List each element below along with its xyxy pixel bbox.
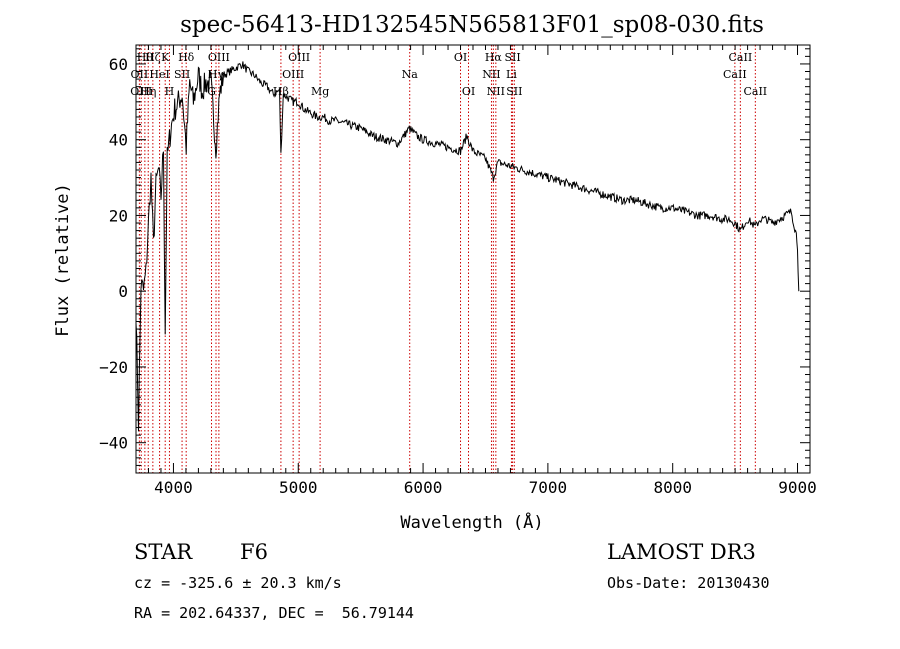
line-marker-label: NII bbox=[487, 85, 505, 98]
line-marker-label: OI bbox=[462, 85, 475, 98]
y-tick-label: 20 bbox=[109, 206, 128, 225]
x-tick-label: 6000 bbox=[404, 478, 443, 497]
plot-frame bbox=[135, 44, 811, 474]
line-marker-label: NII bbox=[482, 68, 500, 81]
coordinates: RA = 202.64337, DEC = 56.79144 bbox=[134, 604, 414, 622]
line-marker-label: Hη bbox=[140, 85, 156, 98]
line-marker-label: HeI bbox=[149, 68, 169, 81]
spectrum-line bbox=[135, 61, 800, 432]
line-marker-labels: OIIOIIIHθHηHζHeIKHSIIHδGHγOIIIHβOIIIOIII… bbox=[130, 51, 767, 98]
x-axis-label: Wavelength (Å) bbox=[400, 511, 543, 533]
line-marker-label: SII bbox=[174, 68, 190, 81]
line-marker-label: OII bbox=[131, 68, 149, 81]
y-tick-label: −40 bbox=[99, 434, 128, 453]
redshift-info: cz = -325.6 ± 20.3 km/s bbox=[134, 574, 342, 592]
line-marker-label: SII bbox=[506, 85, 522, 98]
y-axis-label: Flux (relative) bbox=[53, 183, 73, 337]
line-marker-label: OIII bbox=[208, 51, 230, 64]
line-marker-label: Hζ bbox=[145, 51, 161, 64]
line-marker-label: CaII bbox=[743, 85, 767, 98]
line-marker-label: CaII bbox=[723, 68, 747, 81]
line-marker-label: Hα bbox=[485, 51, 503, 64]
obs-date: Obs-Date: 20130430 bbox=[607, 574, 770, 592]
line-marker-label: Li bbox=[506, 68, 517, 81]
y-tick-label: 0 bbox=[118, 282, 128, 301]
line-marker-label: OI bbox=[454, 51, 467, 64]
spectrum-chart: spec-56413-HD132545N565813F01_sp08-030.f… bbox=[53, 12, 817, 533]
survey-name: LAMOST DR3 bbox=[607, 540, 756, 564]
x-axis-ticks: 4000 5000 6000 7000 8000 9000 bbox=[135, 45, 817, 497]
chart-title: spec-56413-HD132545N565813F01_sp08-030.f… bbox=[180, 12, 764, 38]
line-marker-label: OIII bbox=[282, 68, 304, 81]
x-tick-label: 4000 bbox=[154, 478, 193, 497]
line-marker-label: K bbox=[161, 51, 170, 64]
line-marker-label: SII bbox=[504, 51, 520, 64]
line-marker-label: OIII bbox=[288, 51, 310, 64]
line-marker-label: Hθ bbox=[137, 51, 154, 64]
line-markers bbox=[138, 45, 756, 473]
x-tick-label: 5000 bbox=[279, 478, 318, 497]
x-tick-label: 7000 bbox=[529, 478, 568, 497]
y-tick-label: 40 bbox=[109, 131, 128, 150]
y-tick-label: −20 bbox=[99, 358, 128, 377]
object-subclass: F6 bbox=[240, 540, 268, 564]
object-class: STAR bbox=[134, 540, 193, 564]
line-marker-label: Mg bbox=[311, 85, 329, 98]
x-tick-label: 8000 bbox=[653, 478, 692, 497]
y-axis-ticks: −40 −20 0 20 40 60 bbox=[99, 48, 810, 474]
line-marker-label: Hγ bbox=[208, 68, 225, 81]
line-marker-label: CaII bbox=[729, 51, 753, 64]
x-tick-label: 9000 bbox=[778, 478, 817, 497]
line-marker-label: H bbox=[165, 85, 175, 98]
line-marker-label: Hδ bbox=[178, 51, 195, 64]
line-marker-label: G bbox=[207, 85, 216, 98]
y-tick-label: 60 bbox=[109, 55, 128, 74]
line-marker-label: Na bbox=[402, 68, 419, 81]
